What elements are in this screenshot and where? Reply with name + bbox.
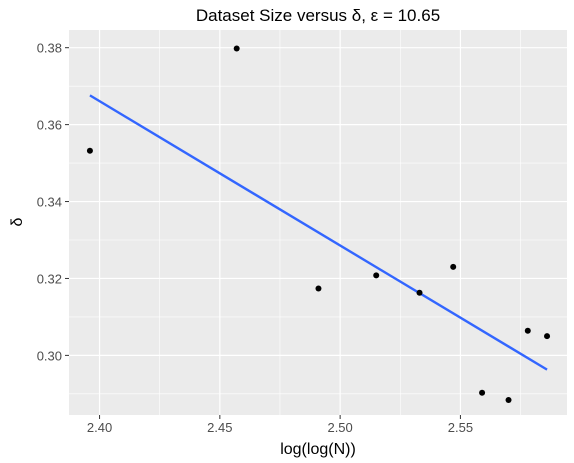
data-point bbox=[233, 45, 240, 52]
y-tick-label: 0.32 bbox=[37, 271, 62, 286]
x-axis-title: log(log(N)) bbox=[280, 441, 356, 458]
data-point bbox=[86, 147, 93, 154]
data-point bbox=[416, 289, 423, 296]
x-axis-ticks: 2.40 2.45 2.50 2.55 bbox=[87, 415, 473, 435]
y-tick-label: 0.30 bbox=[37, 348, 62, 363]
data-point bbox=[544, 333, 551, 340]
x-tick-label: 2.55 bbox=[448, 420, 473, 435]
x-tick-label: 2.50 bbox=[327, 420, 352, 435]
y-axis-ticks: 0.30 0.32 0.34 0.36 0.38 bbox=[37, 41, 69, 363]
y-tick-label: 0.38 bbox=[37, 41, 62, 56]
points-layer bbox=[86, 45, 551, 403]
data-point bbox=[315, 285, 322, 292]
grid-major bbox=[69, 30, 567, 415]
chart-title: Dataset Size versus δ, ε = 10.65 bbox=[196, 6, 440, 25]
data-point bbox=[524, 327, 531, 334]
regression-line bbox=[89, 94, 548, 371]
x-tick-label: 2.45 bbox=[207, 420, 232, 435]
grid-minor bbox=[69, 30, 567, 415]
y-tick-label: 0.34 bbox=[37, 195, 62, 210]
x-tick-label: 2.40 bbox=[87, 420, 112, 435]
data-point bbox=[450, 263, 457, 270]
fit-layer bbox=[89, 94, 548, 371]
data-point bbox=[505, 397, 512, 403]
plot-panel bbox=[69, 30, 567, 415]
y-tick-label: 0.36 bbox=[37, 118, 62, 133]
data-point bbox=[373, 272, 380, 279]
y-axis-title: δ bbox=[9, 217, 26, 226]
data-point bbox=[479, 389, 486, 396]
